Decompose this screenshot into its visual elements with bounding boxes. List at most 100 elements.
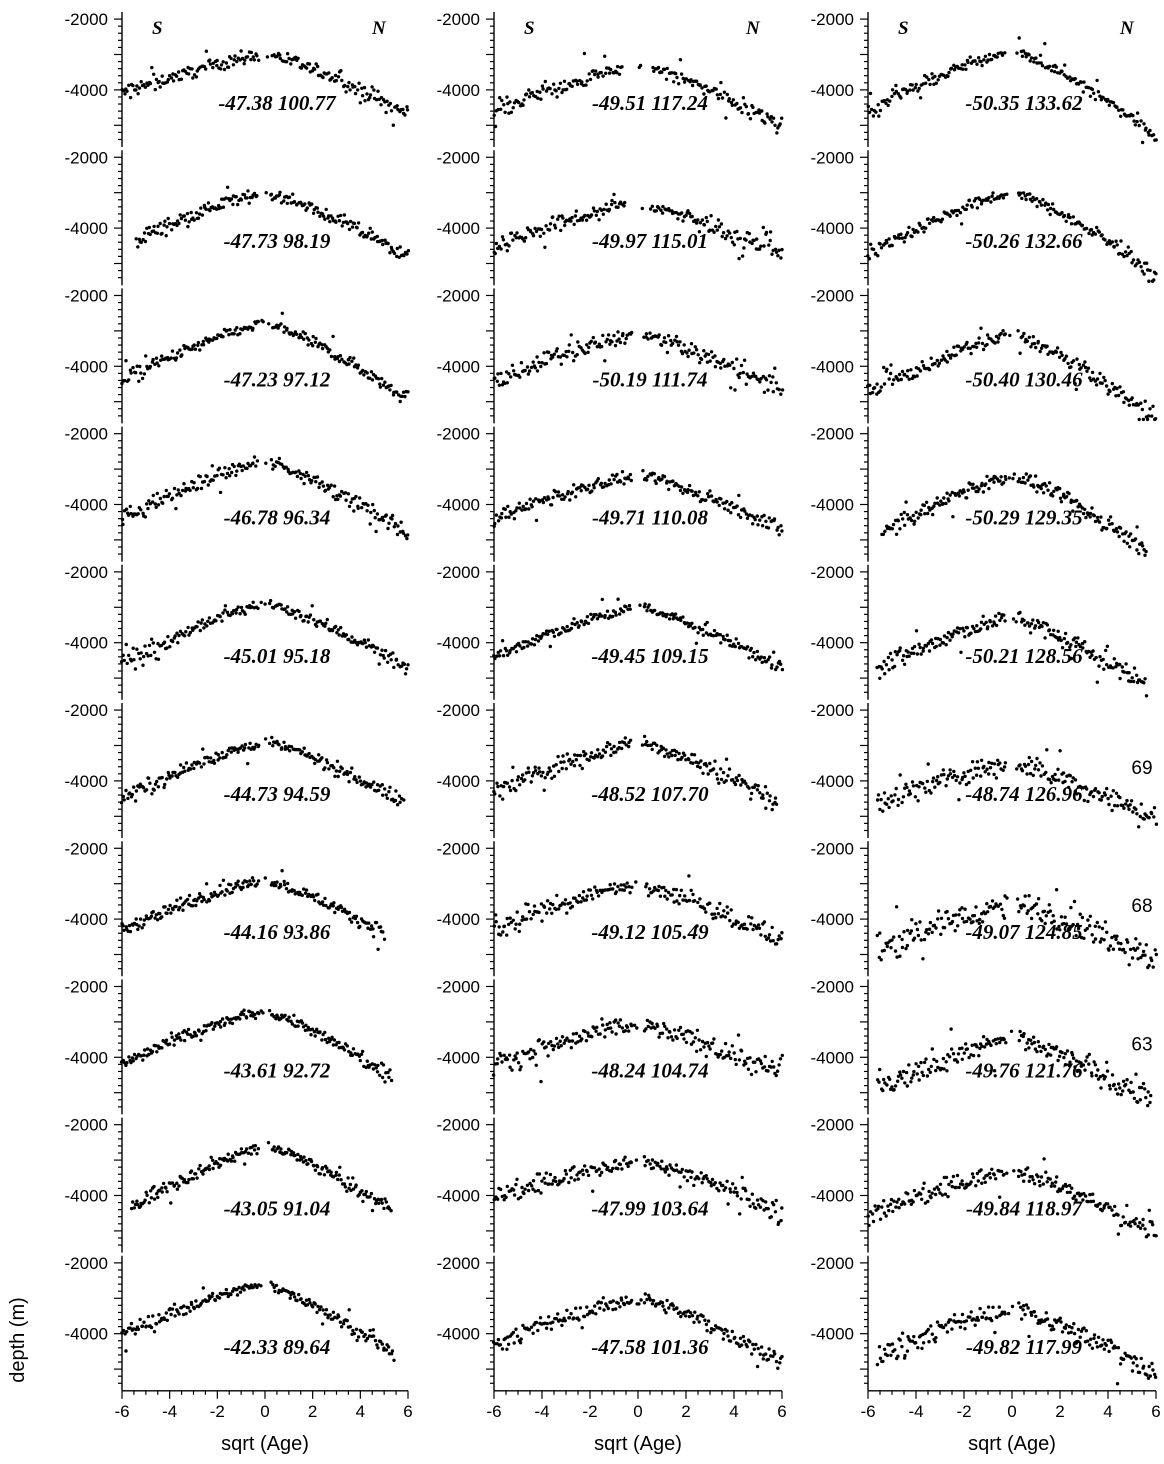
data-point [507, 244, 511, 248]
data-point [364, 1189, 368, 1194]
data-point [716, 218, 721, 222]
data-point [545, 899, 550, 903]
data-point [716, 1055, 720, 1059]
data-point [601, 1296, 605, 1300]
data-point [120, 381, 124, 386]
data-point [576, 1040, 580, 1044]
data-point [719, 777, 724, 782]
data-point [628, 891, 632, 895]
data-point [548, 769, 553, 773]
data-point [379, 103, 383, 107]
data-point [612, 333, 616, 338]
data-point [501, 784, 506, 789]
data-point [733, 782, 738, 787]
data-point [221, 473, 225, 477]
data-point [303, 891, 308, 895]
data-point [712, 230, 716, 234]
data-point [662, 336, 667, 340]
data-point [1040, 63, 1045, 68]
data-point [523, 1187, 527, 1191]
data-point [128, 95, 133, 100]
data-point [147, 499, 151, 503]
data-point [507, 922, 511, 927]
y-tick-label: -2000 [65, 1116, 108, 1135]
data-point [589, 893, 594, 897]
data-point [207, 1167, 212, 1172]
data-point [130, 1056, 135, 1060]
data-point [1111, 100, 1116, 105]
data-point [595, 345, 599, 349]
data-point [1035, 197, 1039, 201]
data-point [495, 781, 499, 785]
south-label: S [524, 18, 535, 39]
data-point [279, 201, 284, 205]
data-point [366, 503, 370, 507]
data-point [697, 490, 701, 494]
data-point [878, 389, 882, 393]
data-point [382, 1206, 386, 1211]
data-point [551, 215, 555, 219]
data-point [644, 1027, 648, 1031]
data-point [1154, 272, 1158, 276]
data-point [655, 743, 659, 747]
data-point [137, 379, 141, 383]
data-point [914, 82, 918, 87]
data-point [499, 371, 503, 376]
data-point [552, 1044, 557, 1048]
data-point [616, 205, 620, 209]
data-point [657, 1035, 661, 1039]
data-point [382, 656, 386, 660]
data-point [589, 751, 594, 755]
data-point [681, 491, 685, 495]
data-point [980, 63, 984, 68]
data-point [698, 361, 702, 365]
data-point [625, 881, 629, 885]
data-point [142, 231, 147, 235]
data-point [215, 336, 219, 341]
data-point [659, 1167, 663, 1171]
data-point [505, 95, 509, 99]
data-point [515, 1177, 519, 1182]
data-point [638, 63, 643, 68]
data-point [188, 630, 192, 635]
data-point [386, 526, 390, 531]
data-point [358, 101, 362, 105]
data-point [567, 343, 571, 347]
data-point [595, 617, 600, 621]
data-point [1021, 191, 1026, 195]
data-point [702, 349, 706, 353]
data-point [645, 478, 649, 482]
data-point [885, 241, 889, 245]
data-point [345, 769, 349, 774]
data-point [331, 904, 335, 908]
data-point [248, 741, 252, 745]
data-point [169, 76, 174, 80]
data-point [249, 57, 253, 62]
data-point [755, 649, 760, 654]
data-point [303, 474, 307, 478]
data-point [401, 531, 406, 535]
data-point [584, 898, 589, 902]
y-tick-label: -2000 [811, 286, 854, 305]
data-point [734, 776, 738, 780]
data-point [392, 665, 396, 670]
data-point [179, 216, 184, 221]
data-point [349, 920, 354, 924]
data-point [251, 1285, 255, 1290]
data-point [779, 256, 783, 260]
data-point [539, 227, 544, 232]
data-point [709, 1181, 713, 1185]
data-point [742, 779, 747, 783]
data-point [167, 1042, 172, 1046]
data-point [632, 1023, 637, 1027]
data-point [643, 1292, 647, 1296]
data-point [356, 221, 361, 225]
data-point [936, 78, 940, 82]
data-point [751, 105, 755, 110]
data-point [377, 788, 381, 792]
data-point [1154, 138, 1158, 142]
data-point [223, 1021, 227, 1025]
y-tick-label: -2000 [811, 148, 854, 167]
data-point [545, 1321, 549, 1326]
data-point [120, 517, 125, 522]
